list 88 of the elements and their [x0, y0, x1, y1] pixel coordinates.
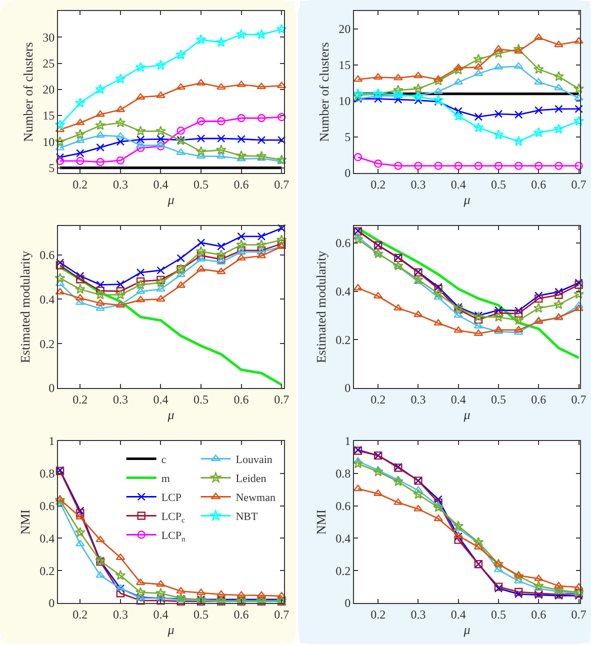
y-tick-label: 0.2	[336, 564, 351, 578]
legend-label: LCP$_{n}$	[161, 530, 186, 544]
x-tick-label: 0.3	[410, 607, 426, 622]
x-tick-label: 0.3	[112, 607, 128, 622]
x-tick-label: 0.3	[112, 392, 128, 406]
x-tick-label: 0.3	[410, 392, 426, 406]
x-tick-label: 0.6	[531, 177, 546, 192]
x-tick-label: 0.5	[194, 177, 209, 192]
x-axis-title: μ	[166, 622, 175, 637]
y-tick-label: 0.2	[40, 564, 55, 578]
y-tick-label: 0	[344, 596, 351, 610]
legend-label: Newman	[236, 492, 276, 504]
x-tick-label: 0.7	[274, 392, 290, 406]
x-axis-title: μ	[462, 192, 471, 207]
x-tick-label: 0.5	[491, 392, 506, 406]
y-tick-label: 20	[42, 82, 55, 97]
y-tick-label: 10	[42, 134, 55, 149]
x-tick-label: 0.2	[370, 177, 386, 192]
x-axis-title: μ	[462, 622, 471, 637]
legend-label: Leiden	[236, 473, 267, 486]
x-tick-label: 0.3	[410, 177, 426, 192]
x-tick-label: 0.4	[153, 177, 168, 192]
y-tick-label: 0.4	[336, 284, 351, 298]
y-tick-label: 5	[344, 130, 351, 144]
y-tick-label: 0.2	[336, 332, 351, 347]
y-tick-label: 0.6	[40, 499, 55, 513]
y-tick-label: 0.4	[40, 292, 55, 306]
x-tick-label: 0.5	[194, 607, 209, 622]
x-tick-label: 0.4	[153, 392, 168, 406]
legend-label: m	[161, 473, 170, 486]
x-tick-label: 0.2	[72, 607, 88, 622]
x-tick-label: 0.3	[112, 177, 128, 192]
x-tick-label: 0.4	[450, 392, 466, 406]
y-tick-label: 0	[48, 596, 55, 610]
y-tick-label: 0.4	[336, 531, 351, 546]
y-tick-label: 0.8	[336, 466, 351, 481]
x-tick-label: 0.7	[571, 392, 586, 406]
y-tick-label: 0.8	[40, 466, 55, 481]
y-tick-label: 0.4	[40, 531, 55, 546]
y-axis-title: NMI	[314, 509, 329, 535]
y-tick-label: 10	[338, 94, 351, 108]
y-tick-label: 0.6	[336, 236, 351, 250]
y-tick-label: 0.2	[40, 336, 55, 351]
x-tick-label: 0.5	[491, 607, 506, 622]
y-axis-title: Number of clusters	[20, 42, 36, 142]
x-tick-label: 0.2	[72, 392, 88, 406]
y-tick-label: 0	[344, 381, 351, 396]
x-tick-label: 0.5	[491, 177, 506, 192]
y-tick-label: 0	[48, 381, 55, 396]
y-axis-title: Number of clusters	[316, 42, 332, 142]
y-tick-label: 0.6	[40, 248, 55, 262]
x-tick-label: 0.6	[531, 392, 546, 406]
legend-label: Louvain	[236, 454, 273, 466]
y-tick-label: 0	[344, 166, 351, 180]
y-tick-label: 5	[48, 160, 55, 175]
legend-label: LCP	[161, 492, 182, 504]
x-tick-label: 0.7	[274, 177, 290, 192]
y-axis-title: NMI	[18, 509, 33, 535]
y-axis-title: Estimated modularity	[314, 250, 329, 364]
x-tick-label: 0.6	[234, 177, 249, 192]
x-tick-label: 0.2	[72, 177, 88, 192]
y-tick-label: 1	[48, 434, 55, 448]
x-tick-label: 0.4	[450, 177, 466, 192]
x-axis-title: μ	[166, 407, 175, 422]
y-tick-label: 15	[338, 58, 351, 72]
x-tick-label: 0.2	[370, 607, 386, 622]
y-tick-label: 15	[42, 108, 55, 123]
y-tick-label: 1	[344, 434, 351, 448]
x-tick-label: 0.6	[234, 392, 249, 406]
x-tick-label: 0.5	[194, 392, 209, 406]
x-tick-label: 0.4	[153, 607, 168, 622]
x-tick-label: 0.2	[370, 392, 386, 406]
y-axis-title: Estimated modularity	[18, 250, 33, 364]
legend-label: NBT	[236, 511, 258, 524]
legend-label: LCP$_{c}$	[161, 511, 186, 524]
legend-label: c	[161, 454, 166, 466]
x-tick-label: 0.4	[450, 607, 466, 622]
x-tick-label: 0.7	[571, 607, 586, 622]
x-axis-title: μ	[166, 192, 175, 207]
y-tick-label: 25	[42, 56, 55, 70]
x-tick-label: 0.7	[274, 607, 290, 622]
y-tick-label: 30	[42, 30, 55, 44]
x-tick-label: 0.7	[571, 177, 586, 192]
x-tick-label: 0.6	[234, 607, 249, 622]
x-axis-title: μ	[462, 407, 471, 422]
y-tick-label: 20	[338, 22, 351, 36]
y-tick-label: 0.6	[336, 499, 351, 513]
x-tick-label: 0.6	[531, 607, 546, 622]
